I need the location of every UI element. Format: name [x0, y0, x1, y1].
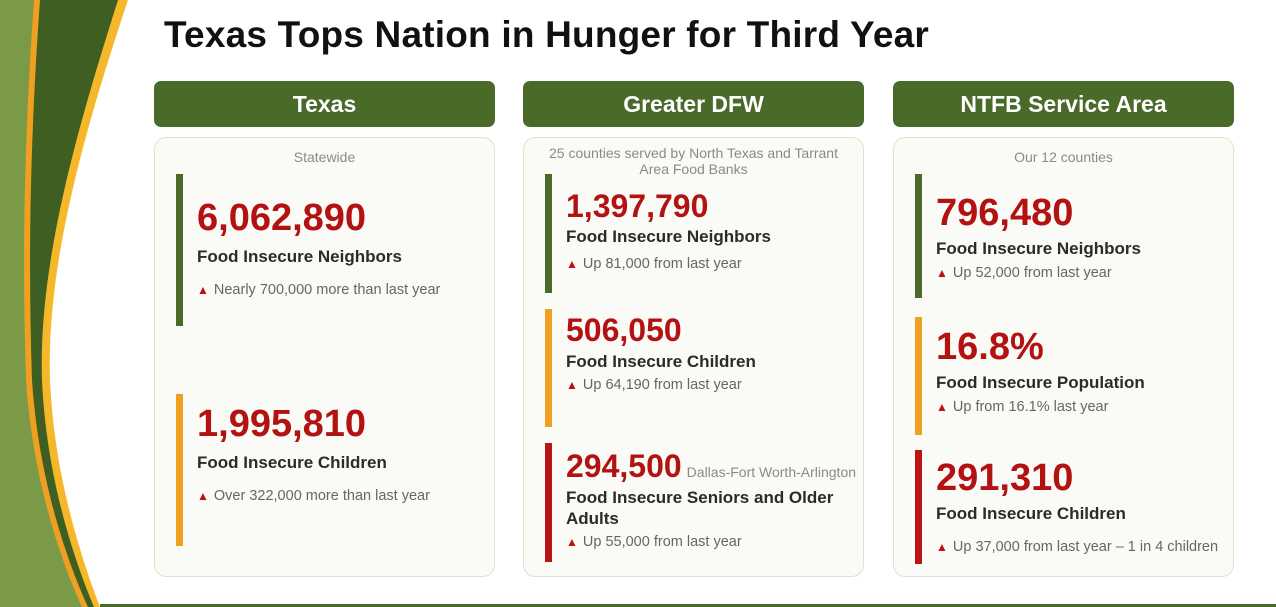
accent-bar-red	[545, 443, 552, 562]
accent-bar-orange	[545, 309, 552, 427]
up-triangle-icon: ▲	[566, 378, 578, 392]
stat-block: 796,480 Food Insecure Neighbors ▲ Up 52,0…	[915, 174, 1227, 298]
stat-value: 16.8%	[936, 326, 1044, 368]
accent-bar-green	[176, 174, 183, 326]
stat-value: 1,995,810	[197, 403, 367, 445]
column-texas: Texas Statewide 6,062,890 Food Insecure …	[154, 81, 495, 577]
stat-note: Dallas-Fort Worth-Arlington	[686, 464, 857, 480]
stat-block: 294,500 Dallas-Fort Worth-Arlington Food…	[545, 443, 857, 562]
column-header-texas: Texas	[154, 81, 495, 127]
stat-value: 796,480	[936, 192, 1074, 234]
decorative-swoosh	[0, 0, 128, 607]
column-greater-dfw: Greater DFW 25 counties served by North …	[523, 81, 864, 577]
stat-value: 291,310	[936, 457, 1074, 499]
up-triangle-icon: ▲	[936, 540, 948, 554]
stat-label: Food Insecure Children	[197, 453, 387, 472]
stat-value: 1,397,790	[566, 188, 709, 224]
card-subtitle: Our 12 counties	[1014, 149, 1113, 165]
stat-label: Food Insecure Neighbors	[566, 227, 771, 246]
card-subtitle: 25 counties served by North Texas and Ta…	[549, 145, 838, 177]
stat-change: ▲ Up from 16.1% last year	[936, 399, 1109, 415]
stat-block: 291,310 Food Insecure Children ▲ Up 37,00…	[915, 450, 1227, 564]
stat-block: 1,397,790 Food Insecure Neighbors ▲ Up 81…	[545, 174, 857, 293]
accent-bar-orange	[176, 394, 183, 546]
stat-card-texas: Statewide 6,062,890 Food Insecure Neighb…	[154, 137, 495, 577]
column-header-ntfb-service-area: NTFB Service Area	[893, 81, 1234, 127]
page-title: Texas Tops Nation in Hunger for Third Ye…	[164, 14, 929, 55]
stat-block: 506,050 Food Insecure Children ▲ Up 64,19…	[545, 309, 857, 427]
up-triangle-icon: ▲	[566, 257, 578, 271]
stat-card-greater-dfw: 25 counties served by North Texas and Ta…	[523, 137, 864, 577]
stat-change: ▲ Up 81,000 from last year	[566, 256, 742, 272]
stat-change: ▲ Over 322,000 more than last year	[197, 488, 430, 504]
up-triangle-icon: ▲	[197, 489, 209, 503]
stat-value: 6,062,890	[197, 197, 367, 239]
stat-block: 1,995,810 Food Insecure Children ▲ Over 3…	[176, 394, 488, 546]
stat-change: ▲ Up 55,000 from last year	[566, 534, 742, 550]
accent-bar-orange	[915, 317, 922, 435]
stat-change: ▲ Up 37,000 from last year – 1 in 4 child…	[936, 539, 1219, 555]
stat-label: Food Insecure Neighbors	[936, 239, 1141, 258]
up-triangle-icon: ▲	[566, 535, 578, 549]
stat-value: 506,050	[566, 312, 682, 348]
stat-card-ntfb-service-area: Our 12 counties 796,480 Food Insecure Ne…	[893, 137, 1234, 577]
stat-change: ▲ Up 64,190 from last year	[566, 377, 742, 393]
bottom-divider	[100, 604, 1276, 607]
up-triangle-icon: ▲	[936, 400, 948, 414]
up-triangle-icon: ▲	[197, 283, 209, 297]
column-header-greater-dfw: Greater DFW	[523, 81, 864, 127]
card-subtitle: Statewide	[293, 149, 356, 165]
stat-value: 294,500	[566, 448, 682, 484]
stat-label: Food Insecure Children	[566, 352, 756, 371]
stat-label: Food Insecure Population	[936, 373, 1145, 392]
stat-block: 16.8% Food Insecure Population ▲ Up from …	[915, 317, 1227, 435]
stat-change: ▲ Nearly 700,000 more than last year	[197, 282, 441, 298]
accent-bar-green	[915, 174, 922, 298]
stat-label: Food Insecure Children	[936, 504, 1126, 523]
up-triangle-icon: ▲	[936, 266, 948, 280]
stat-block: 6,062,890 Food Insecure Neighbors ▲ Nearl…	[176, 174, 488, 326]
stat-change: ▲ Up 52,000 from last year	[936, 265, 1112, 281]
stat-label: Food Insecure Neighbors	[197, 247, 402, 266]
accent-bar-red	[915, 450, 922, 564]
accent-bar-green	[545, 174, 552, 293]
stat-label: Food Insecure Seniors and Older Adults	[566, 488, 834, 528]
column-ntfb-service-area: NTFB Service Area Our 12 counties 796,48…	[893, 81, 1234, 577]
